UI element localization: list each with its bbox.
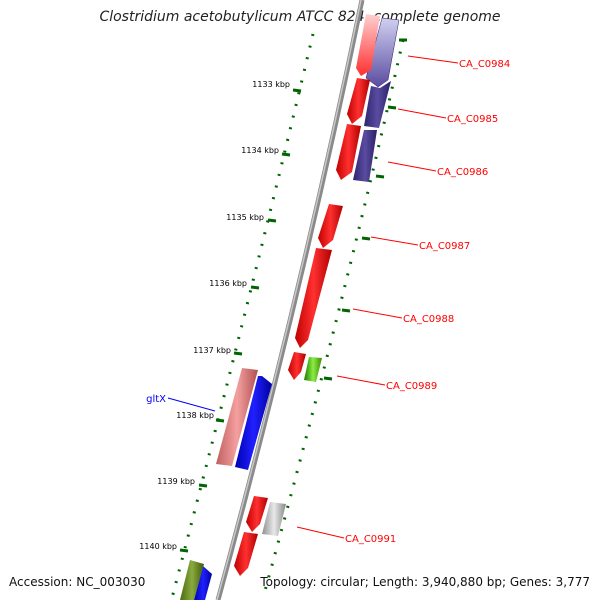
gene-red-2 — [347, 78, 370, 124]
gene-pink — [216, 368, 258, 466]
tick-label: 1133 kbp — [252, 80, 290, 89]
gene-CA_C0985 — [364, 81, 391, 128]
gene-label-gltX: gltX — [146, 394, 166, 405]
gene-label-CA_C0987: CA_C0987 — [419, 241, 470, 252]
gene-label-CA_C0988: CA_C0988 — [403, 314, 454, 325]
gene-label-CA_C0991: CA_C0991 — [345, 534, 396, 545]
gene-CA_C0991-gray — [262, 502, 286, 536]
genes-forward — [194, 17, 400, 600]
tick-label: 1136 kbp — [209, 279, 247, 288]
gene-red-4 — [318, 204, 343, 248]
genome-backbone — [215, 0, 365, 600]
gene-red-1 — [356, 14, 380, 76]
genes-reverse — [180, 14, 380, 600]
gene-olive — [180, 560, 204, 600]
gene-label-CA_C0989: CA_C0989 — [386, 381, 437, 392]
gene-red-3 — [336, 124, 361, 180]
tick-label: 1138 kbp — [176, 411, 214, 420]
tick-label: 1140 kbp — [139, 542, 177, 551]
gene-red-7 — [246, 496, 268, 532]
map-title: Clostridium acetobutylicum ATCC 824, com… — [99, 9, 501, 25]
tick-label: 1137 kbp — [193, 346, 231, 355]
label-connectors — [167, 55, 459, 539]
gene-CA_C0989-green — [304, 357, 322, 382]
gene-red-5 — [295, 248, 332, 348]
gene-label-CA_C0986: CA_C0986 — [437, 167, 488, 178]
tick-label: 1134 kbp — [241, 146, 279, 155]
tick-marks — [179, 88, 302, 553]
gene-label-CA_C0984: CA_C0984 — [459, 59, 510, 70]
genome-summary: Topology: circular; Length: 3,940,880 bp… — [260, 575, 590, 589]
gene-red-6 — [288, 352, 306, 380]
gene-blue-bottom — [194, 566, 212, 600]
gene-label-CA_C0985: CA_C0985 — [447, 114, 498, 125]
gene-gltX — [235, 376, 272, 470]
tick-label: 1139 kbp — [157, 477, 195, 486]
accession-text: Accession: NC_003030 — [9, 575, 146, 589]
tick-label: 1135 kbp — [226, 213, 264, 222]
gene-red-8 — [234, 532, 258, 576]
outer-track-left — [261, 39, 405, 599]
gene-CA_C0986 — [353, 130, 377, 182]
